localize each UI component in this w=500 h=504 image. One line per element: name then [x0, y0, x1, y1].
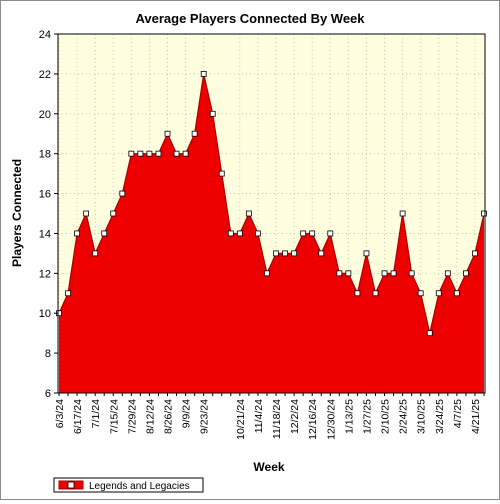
legend-label: Legends and Legacies [89, 481, 190, 492]
data-point [408, 270, 415, 277]
data-point [137, 150, 144, 157]
x-tick-label: 10/21/24 [235, 399, 247, 440]
y-tick-label: 24 [39, 29, 51, 41]
legend-box [53, 477, 204, 493]
data-point [65, 290, 71, 297]
x-tick-label: 2/10/25 [380, 399, 392, 434]
data-point [273, 250, 279, 257]
plot-border [57, 33, 486, 394]
y-axis-ticks: 6 8 10 12 14 16 18 20 22 24 [39, 29, 58, 400]
data-point [372, 290, 379, 297]
x-tick-label: 11/18/24 [271, 399, 283, 439]
x-tick-label: 4/7/25 [452, 399, 464, 428]
data-point [363, 250, 370, 257]
x-tick-label: 11/4/24 [253, 399, 265, 433]
data-point [264, 270, 270, 277]
data-point [354, 290, 361, 297]
x-axis-label: Week [253, 460, 284, 474]
data-point [110, 210, 117, 217]
data-point [282, 250, 288, 257]
data-point [209, 110, 216, 117]
y-tick-label: 10 [39, 308, 51, 320]
x-tick-label: 9/9/24 [181, 399, 193, 428]
y-axis-label: Players Connected [10, 159, 24, 267]
y-tick-label: 20 [39, 109, 51, 121]
series-area-fill [59, 73, 484, 393]
data-point [191, 130, 198, 137]
data-point [453, 290, 460, 297]
data-point [390, 270, 397, 277]
x-tick-label: 1/27/25 [361, 399, 373, 434]
data-point [255, 230, 261, 237]
data-point [83, 210, 90, 217]
data-point [309, 230, 316, 237]
data-point [173, 150, 180, 157]
data-point [345, 270, 352, 277]
x-tick-label: 4/21/25 [470, 399, 482, 434]
data-point [463, 270, 469, 277]
y-tick-label: 16 [39, 189, 51, 201]
data-point [472, 250, 478, 257]
x-tick-label: 3/10/25 [416, 399, 428, 434]
data-point [128, 150, 135, 157]
x-tick-label: 2/24/25 [398, 399, 410, 434]
data-point [164, 130, 171, 137]
data-point [381, 270, 388, 277]
data-point [300, 230, 307, 237]
x-tick-label: 9/23/24 [199, 399, 211, 434]
data-point [101, 230, 108, 237]
x-tick-label: 8/12/24 [144, 399, 156, 434]
data-point [444, 270, 451, 277]
data-point [146, 150, 153, 157]
x-axis-ticks: 6/3/24 6/17/24 7/1/24 7/15/24 7/29/24 8/12/24… [54, 393, 485, 440]
y-tick-label: 8 [45, 348, 51, 360]
y-tick-label: 14 [39, 228, 51, 240]
data-point [182, 150, 189, 157]
data-point [336, 270, 343, 277]
data-point [227, 230, 234, 237]
legend-marker [67, 481, 75, 489]
data-point [218, 170, 225, 177]
data-point [155, 150, 162, 157]
data-point [327, 230, 334, 237]
x-tick-label: 12/30/24 [325, 399, 337, 440]
data-point [74, 230, 80, 237]
data-point [200, 70, 207, 77]
x-tick-label: 12/2/24 [289, 399, 301, 434]
series-line [58, 73, 485, 334]
series-area [58, 73, 485, 393]
legend: Legends and Legacies [53, 477, 204, 493]
x-tick-label: 6/3/24 [54, 399, 66, 428]
data-point [481, 210, 487, 217]
x-tick-label: 6/17/24 [72, 399, 84, 434]
x-tick-label: 12/16/24 [307, 399, 319, 440]
y-tick-label: 12 [39, 268, 51, 280]
data-point [318, 250, 325, 257]
data-point [291, 250, 298, 257]
y-tick-label: 18 [39, 149, 51, 161]
x-tick-label: 7/15/24 [108, 399, 120, 434]
data-point [245, 210, 252, 217]
y-tick-label: 22 [39, 69, 51, 81]
x-tick-label: 3/24/25 [434, 399, 446, 434]
x-tick-label: 8/26/24 [163, 399, 175, 434]
data-point [236, 230, 243, 237]
data-point [119, 190, 126, 197]
data-point [426, 330, 433, 337]
x-tick-label: 7/29/24 [126, 399, 138, 434]
x-tick-label: 7/1/24 [90, 399, 102, 428]
data-point [435, 290, 442, 297]
data-point [92, 250, 99, 257]
data-point [417, 290, 424, 297]
series-markers [56, 70, 487, 337]
chart-title: Average Players Connected By Week [135, 11, 365, 26]
y-tick-label: 6 [45, 388, 51, 400]
data-point [399, 210, 406, 217]
x-tick-label: 1/13/25 [343, 399, 355, 434]
